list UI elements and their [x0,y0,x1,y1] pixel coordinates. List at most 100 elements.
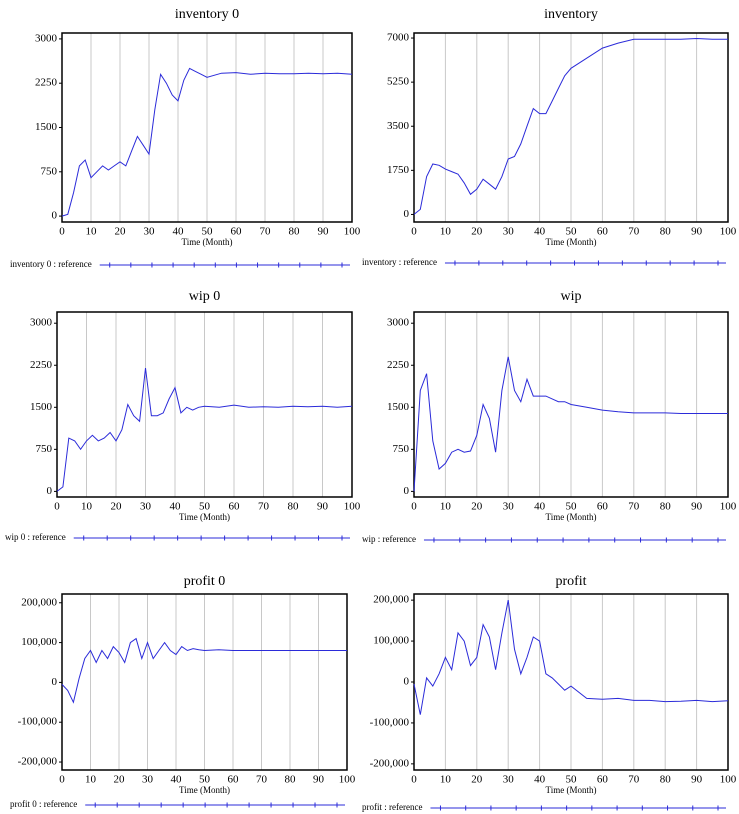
y-tick-label: 0 [52,676,58,688]
y-tick-label: 0 [404,485,410,497]
x-tick-label: 80 [289,226,301,238]
y-tick-label: 1750 [387,164,410,176]
x-tick-label: 50 [199,774,211,786]
y-tick-label: 0 [404,208,410,220]
chart-title: inventory 0 [175,7,239,22]
x-tick-label: 50 [566,501,578,513]
x-tick-label: 10 [85,774,97,786]
x-tick-label: 20 [115,226,127,238]
x-tick-label: 70 [628,226,640,238]
y-tick-label: 2250 [387,359,410,371]
y-tick-label: 750 [36,443,53,455]
x-tick-label: 80 [285,774,297,786]
x-tick-label: 90 [691,501,703,513]
x-tick-label: 30 [140,501,152,513]
y-tick-label: 100,000 [21,636,57,648]
x-axis-label: Time (Month) [546,237,597,247]
x-tick-label: 90 [691,226,703,238]
x-tick-label: 90 [313,774,325,786]
chart-title: inventory [544,7,598,22]
legend-label: inventory 0 : reference [10,259,92,269]
x-axis-label: Time (Month) [179,785,230,795]
x-tick-label: 70 [628,501,640,513]
x-tick-label: 40 [534,501,546,513]
x-tick-label: 20 [111,501,123,513]
x-tick-label: 30 [503,226,515,238]
chart-title: profit [555,574,586,589]
x-tick-label: 100 [344,501,361,513]
x-tick-label: 40 [534,226,546,238]
x-tick-label: 0 [59,774,65,786]
y-tick-label: 2250 [30,359,53,371]
x-axis-label: Time (Month) [546,512,597,522]
legend-label: profit : reference [362,802,422,812]
x-tick-label: 0 [411,774,417,786]
y-tick-label: 3000 [30,317,53,329]
x-tick-label: 0 [59,226,65,238]
x-axis-label: Time (Month) [179,512,230,522]
x-tick-label: 40 [171,774,183,786]
x-tick-label: 90 [691,774,703,786]
legend-label: inventory : reference [362,257,437,267]
y-tick-label: 1500 [30,401,53,413]
y-tick-label: 0 [404,676,410,688]
chart-title: wip 0 [189,289,221,304]
y-tick-label: -200,000 [18,756,58,768]
y-tick-label: 7000 [387,32,410,44]
x-tick-label: 0 [54,501,60,513]
x-tick-label: 20 [471,226,483,238]
x-tick-label: 100 [339,774,356,786]
y-tick-label: 2250 [35,77,58,89]
y-tick-label: 5250 [387,76,410,88]
chart-title: wip [561,289,582,304]
x-tick-label: 40 [170,501,182,513]
x-tick-label: 20 [471,774,483,786]
x-tick-label: 10 [81,501,93,513]
y-tick-label: 750 [393,443,410,455]
x-tick-label: 50 [566,774,578,786]
x-tick-label: 10 [440,226,452,238]
x-tick-label: 60 [231,226,243,238]
x-axis-label: Time (Month) [546,785,597,795]
dashboard: inventory 001020304050607080901000750150… [0,0,739,814]
x-tick-label: 70 [628,774,640,786]
x-tick-label: 0 [411,226,417,238]
x-tick-label: 70 [256,774,268,786]
y-tick-label: 200,000 [21,596,57,608]
x-tick-label: 60 [597,774,609,786]
x-tick-label: 30 [142,774,154,786]
x-tick-label: 80 [288,501,300,513]
x-tick-label: 80 [660,501,672,513]
x-axis-label: Time (Month) [182,237,233,247]
x-tick-label: 80 [660,774,672,786]
y-tick-label: -100,000 [18,716,58,728]
x-tick-label: 50 [199,501,211,513]
page: inventory 001020304050607080901000750150… [0,0,739,814]
chart-title: profit 0 [184,574,226,589]
x-tick-label: 50 [566,226,578,238]
legend-label: wip : reference [362,534,416,544]
x-tick-label: 0 [411,501,417,513]
y-tick-label: -200,000 [370,757,410,769]
legend-label: profit 0 : reference [10,799,77,809]
y-tick-label: 3000 [35,32,58,44]
x-tick-label: 60 [597,226,609,238]
x-tick-label: 100 [720,774,737,786]
y-tick-label: 0 [47,485,53,497]
x-tick-label: 100 [720,226,737,238]
x-tick-label: 60 [228,774,240,786]
y-tick-label: 200,000 [373,594,409,606]
x-tick-label: 90 [317,501,329,513]
x-tick-label: 40 [173,226,185,238]
x-tick-label: 60 [597,501,609,513]
y-tick-label: 3500 [387,120,410,132]
y-tick-label: 750 [41,165,58,177]
x-tick-label: 90 [318,226,330,238]
x-tick-label: 10 [440,501,452,513]
x-tick-label: 100 [720,501,737,513]
x-tick-label: 40 [534,774,546,786]
x-tick-label: 60 [229,501,241,513]
legend-label: wip 0 : reference [5,532,66,542]
y-tick-label: -100,000 [370,716,410,728]
x-tick-label: 30 [144,226,156,238]
